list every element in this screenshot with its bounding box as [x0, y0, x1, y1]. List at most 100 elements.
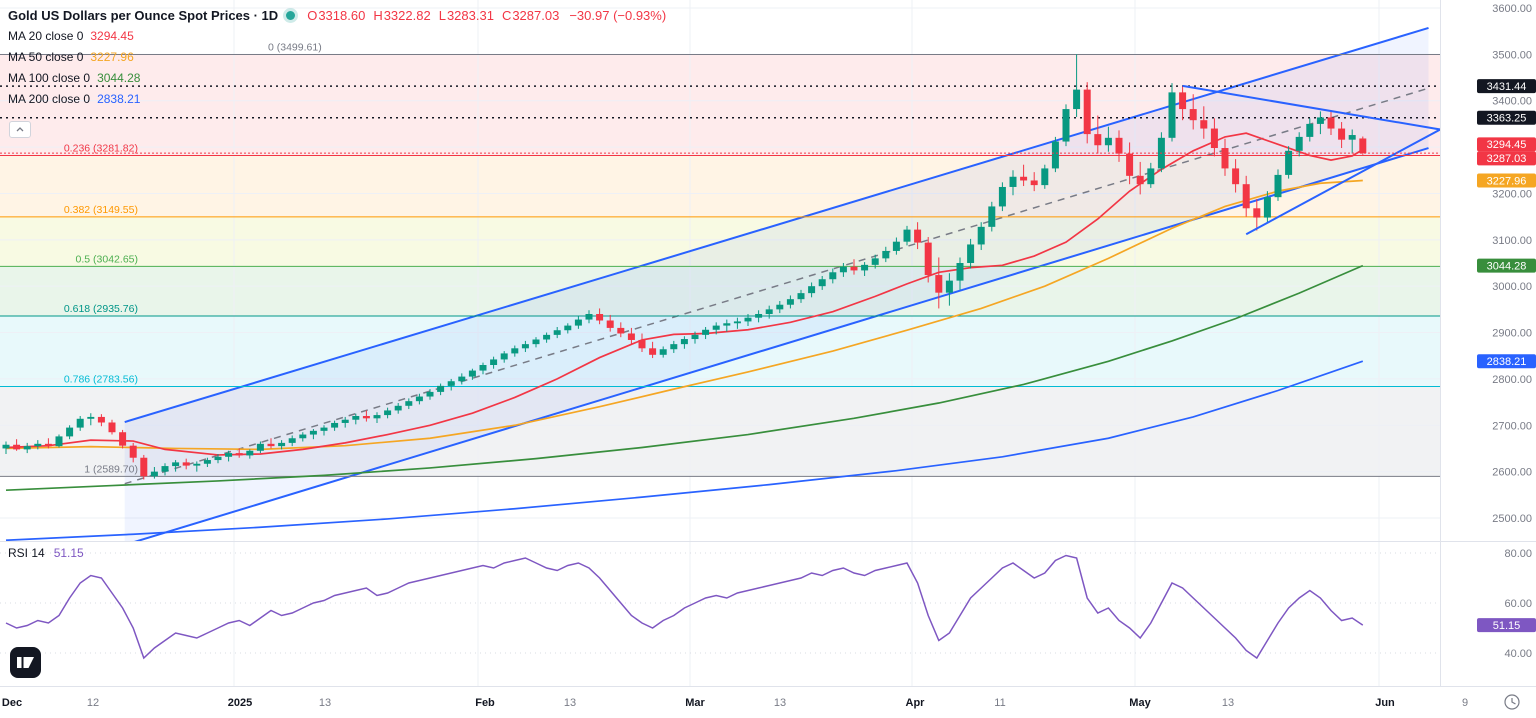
candle-body — [850, 266, 858, 271]
price-tick-label: 3100.00 — [1492, 235, 1532, 247]
candle-body — [415, 396, 423, 402]
price-badge-label: 3294.45 — [1487, 139, 1527, 151]
time-tick-label[interactable]: 13 — [319, 697, 331, 709]
candle-body — [278, 442, 286, 447]
candle-body — [786, 299, 794, 305]
candle-body — [1179, 92, 1187, 110]
market-status-icon[interactable] — [286, 10, 296, 20]
candle-body — [1051, 141, 1059, 169]
candle-body — [1327, 117, 1335, 129]
ma-200-line[interactable] — [5, 360, 1364, 541]
candle-body — [1020, 176, 1028, 181]
trend-line[interactable] — [1245, 128, 1440, 236]
ma-100-legend-row[interactable]: MA 100 close 0 3044.28 — [8, 70, 141, 85]
ma-20-legend-row[interactable]: MA 20 close 0 3294.45 — [8, 28, 134, 43]
legend-collapse-button[interactable] — [9, 121, 31, 138]
candle-body — [1285, 150, 1293, 175]
time-axis-svg[interactable]: Dec 12 2025 13 Feb 13 Mar 13 Apr 11 May 13 Jun 9 — [0, 687, 1536, 718]
time-tick-label[interactable]: Mar — [685, 697, 705, 709]
rsi-line[interactable] — [5, 554, 1364, 660]
trend-line[interactable] — [1182, 84, 1441, 131]
time-tick-label[interactable]: 2025 — [228, 697, 252, 709]
price-badge-label: 2838.21 — [1487, 356, 1527, 368]
price-tick-label: 3500.00 — [1492, 49, 1532, 61]
candle-body — [914, 229, 922, 243]
ma-100-line[interactable] — [5, 264, 1364, 492]
candle-body — [288, 438, 296, 443]
price-tick-label: 3400.00 — [1492, 96, 1532, 108]
rsi-pane[interactable]: 80.00 60.00 40.00 51.15 — [0, 542, 1536, 687]
rsi-chart-svg[interactable]: 80.00 60.00 40.00 51.15 — [0, 542, 1536, 686]
candle-body — [585, 314, 593, 320]
fib-label: 0.786 (2783.56) — [64, 374, 138, 386]
rsi-axis-bg[interactable] — [1440, 542, 1536, 686]
candle-body — [129, 445, 137, 458]
candle-body — [225, 453, 233, 457]
candle-body — [977, 226, 985, 245]
time-tick-label[interactable]: Jun — [1375, 697, 1395, 709]
channel-lower-line[interactable] — [125, 147, 1429, 541]
fib-label: 0.5 (3042.65) — [76, 253, 138, 265]
time-tick-label[interactable]: 12 — [87, 697, 99, 709]
price-tick-label: 2500.00 — [1492, 513, 1532, 525]
candle-body — [903, 229, 911, 242]
time-tick-label[interactable]: 9 — [1462, 697, 1468, 709]
rsi-tick-label: 40.00 — [1504, 648, 1532, 660]
main-chart-svg[interactable]: 0 (3499.61) 0.236 (3281.82) 0.382 (3149.55… — [0, 0, 1536, 541]
price-badge-label: 3431.44 — [1487, 81, 1527, 93]
price-tick-label: 3600.00 — [1492, 3, 1532, 15]
candle-body — [1115, 137, 1123, 154]
time-axis[interactable]: Dec 12 2025 13 Feb 13 Mar 13 Apr 11 May 13 Jun 9 — [0, 687, 1536, 718]
channel-upper-line[interactable] — [124, 26, 1429, 423]
chevron-up-icon — [16, 127, 24, 132]
price-badge — [1477, 258, 1536, 273]
candle-body — [426, 391, 434, 397]
time-tick-label[interactable]: 11 — [994, 697, 1005, 709]
time-tick-label[interactable]: May — [1129, 697, 1151, 709]
candle-body — [1104, 137, 1112, 146]
price-tick-label: 3200.00 — [1492, 188, 1532, 200]
ma-50-legend-row[interactable]: MA 50 close 0 3227.96 — [8, 49, 134, 64]
candle-body — [1041, 168, 1049, 186]
candle-body — [744, 317, 752, 322]
candle-body — [606, 320, 614, 328]
ma-200-legend-row[interactable]: MA 200 close 0 2838.21 — [8, 91, 141, 106]
rsi-legend[interactable]: RSI 14 51.15 — [8, 546, 84, 560]
candle-body — [627, 333, 635, 340]
candle-body — [1200, 120, 1208, 129]
price-badge-label: 3227.96 — [1487, 175, 1527, 187]
candle-body — [839, 266, 847, 273]
candle-body — [638, 339, 646, 349]
time-tick-label[interactable]: 13 — [1222, 697, 1234, 709]
candle-body — [691, 334, 699, 340]
candle-body — [956, 263, 964, 281]
candle-body — [871, 258, 879, 265]
time-tick-label[interactable]: Feb — [475, 697, 495, 709]
rsi-indicator-label[interactable]: RSI 14 — [8, 546, 45, 560]
tradingview-logo[interactable] — [10, 647, 41, 678]
candle-body — [246, 450, 254, 456]
fib-band — [0, 155, 1440, 217]
candle-body — [967, 244, 975, 264]
timezone-clock-icon[interactable] — [1504, 694, 1520, 710]
candle-body — [1062, 109, 1070, 142]
ohlc-readout: O3318.60 H3322.82 L3283.31 C3287.03 −30.… — [307, 8, 666, 23]
candle-body — [659, 349, 667, 355]
time-tick-label[interactable]: Apr — [906, 697, 926, 709]
time-tick-label[interactable]: 13 — [774, 697, 786, 709]
price-pane[interactable]: 0 (3499.61) 0.236 (3281.82) 0.382 (3149.55… — [0, 0, 1536, 542]
channel-mid-line[interactable] — [124, 87, 1429, 485]
candle-body — [1030, 180, 1038, 186]
chart-title[interactable]: Gold US Dollars per Ounce Spot Prices · … — [8, 7, 279, 23]
candle-body — [256, 443, 264, 451]
price-tick-label: 2900.00 — [1492, 328, 1532, 340]
plot-area[interactable] — [0, 0, 1440, 541]
candle-body — [76, 418, 84, 428]
time-tick-label[interactable]: 13 — [564, 697, 576, 709]
candle-body — [500, 353, 508, 360]
candle-body — [447, 381, 455, 386]
time-tick-label[interactable]: Dec — [2, 697, 22, 709]
candle-body — [458, 376, 466, 382]
ma-50-line[interactable] — [5, 179, 1363, 451]
candle-body — [1359, 138, 1367, 154]
